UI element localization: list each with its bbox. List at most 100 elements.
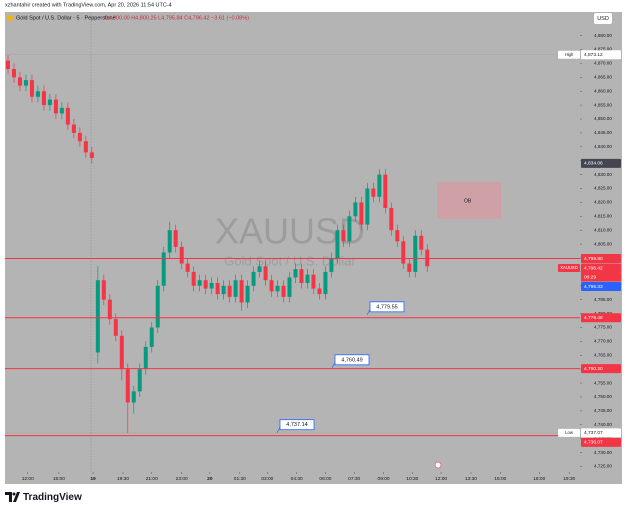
candle-body — [89, 152, 94, 158]
price-tag-prefix: High — [565, 52, 574, 57]
price-tag-sub-box — [581, 272, 621, 282]
candle-body — [209, 282, 214, 289]
currency-button[interactable] — [594, 13, 612, 24]
price-tag — [581, 158, 621, 168]
candle-body — [41, 91, 46, 106]
price-tag-label: 4,778.48 — [584, 315, 603, 321]
candle-body — [287, 277, 292, 297]
price-tag-label: 4,834.06 — [584, 161, 603, 167]
y-tick-label: 4,785.00 — [594, 297, 612, 302]
brand: TradingView — [23, 492, 82, 503]
candle-body — [221, 285, 226, 295]
y-tick-label: 4,805.00 — [594, 241, 612, 246]
candle-body — [203, 280, 208, 289]
candle-body — [131, 391, 136, 403]
price-tag-label: 4,796.33 — [584, 284, 603, 290]
candle-body — [329, 257, 334, 272]
x-tick-label: 21:00 — [146, 476, 158, 482]
candle-body — [11, 68, 16, 78]
candle-body — [341, 230, 346, 242]
y-tick-label: 4,870.00 — [594, 61, 612, 66]
y-tick-label: 4,765.00 — [594, 352, 612, 357]
y-tick-label: 4,740.00 — [594, 422, 612, 427]
y-tick-label: 4,825.00 — [594, 186, 612, 191]
price-tag — [581, 50, 621, 60]
candle-body — [395, 230, 400, 242]
price-tag — [581, 254, 621, 264]
y-tick-label: 4,850.00 — [594, 116, 612, 121]
x-tick-label: 06:00 — [319, 476, 331, 482]
candle-body — [65, 107, 70, 125]
candle-body — [29, 80, 34, 97]
price-tag — [581, 364, 621, 374]
callout-box — [369, 301, 405, 313]
candle-body — [425, 249, 430, 267]
candle-body — [155, 285, 160, 328]
price-tag — [581, 428, 621, 438]
time-axis — [5, 472, 580, 484]
price-tag-prefix-box — [558, 428, 580, 437]
candle-body — [299, 269, 304, 283]
candle-body — [257, 266, 262, 272]
x-tick-label: 04:30 — [291, 476, 303, 482]
x-tick-label: 01:30 — [234, 476, 246, 482]
x-tick-label: 19:30 — [117, 476, 129, 482]
candle-body — [101, 280, 106, 300]
candle-body — [245, 285, 250, 303]
y-tick-label: 4,820.00 — [594, 200, 612, 205]
candle-body — [113, 319, 118, 336]
price-tag-label: 4,736.07 — [584, 440, 603, 446]
candle-body — [23, 80, 28, 86]
callout-box — [279, 419, 315, 431]
candle-body — [389, 207, 394, 231]
watermark-sub: Gold Spot / U.S. Dollar — [224, 253, 356, 268]
x-tick-label: 12:00 — [435, 476, 447, 482]
candle-body — [197, 280, 202, 286]
candle-body — [335, 230, 340, 258]
watermark: XAUUSD — [215, 211, 365, 252]
candle-body — [311, 274, 316, 289]
x-tick-label: 19 — [90, 476, 96, 482]
candle-body — [347, 216, 352, 242]
candle-body — [5, 60, 10, 69]
candle-body — [233, 280, 238, 297]
callout-label: 4,737.14 — [286, 422, 307, 428]
x-tick-label: 20 — [207, 476, 213, 482]
candle-body — [95, 280, 100, 353]
candle-body — [191, 271, 196, 286]
candle-body — [263, 266, 268, 281]
candle-body — [71, 124, 76, 133]
currency[interactable]: USD — [597, 16, 609, 22]
candle-body — [323, 271, 328, 295]
candle-body — [77, 132, 82, 142]
ohlc-text: O4,800.00 H4,800.25 L4,795.84 C4,796.42 … — [104, 15, 249, 21]
y-tick-label: 4,725.00 — [594, 464, 612, 469]
brand-logo-dot — [12, 492, 16, 496]
x-tick-label: 15:00 — [494, 476, 506, 482]
candle-body — [215, 282, 220, 295]
candle-body — [365, 188, 370, 225]
y-tick-label: 4,780.00 — [594, 311, 612, 316]
candle-body — [53, 99, 58, 114]
candle-body — [185, 263, 190, 272]
symbol-icon — [7, 15, 13, 21]
x-tick-label: 18:00 — [533, 476, 545, 482]
price-tag-prefix: XAUUSD — [560, 265, 577, 270]
callout-box — [334, 354, 370, 366]
replay-icon[interactable] — [434, 461, 442, 469]
candle-body — [17, 77, 22, 86]
y-tick-label: 4,865.00 — [594, 75, 612, 80]
x-tick-label: 09:00 — [378, 476, 390, 482]
footer — [0, 484, 625, 510]
candle-body — [83, 141, 88, 153]
price-tag-label: 4,760.20 — [584, 366, 603, 372]
candle-body — [161, 252, 166, 286]
x-tick-label: 13:30 — [465, 476, 477, 482]
price-tag — [581, 313, 621, 323]
price-tag-sub: 00:29 — [584, 274, 596, 280]
price-tag-label: 4,873.12 — [584, 52, 603, 58]
plot-area — [5, 12, 580, 472]
price-tag-label: 4,737.07 — [584, 430, 603, 436]
candle-body — [269, 280, 274, 292]
